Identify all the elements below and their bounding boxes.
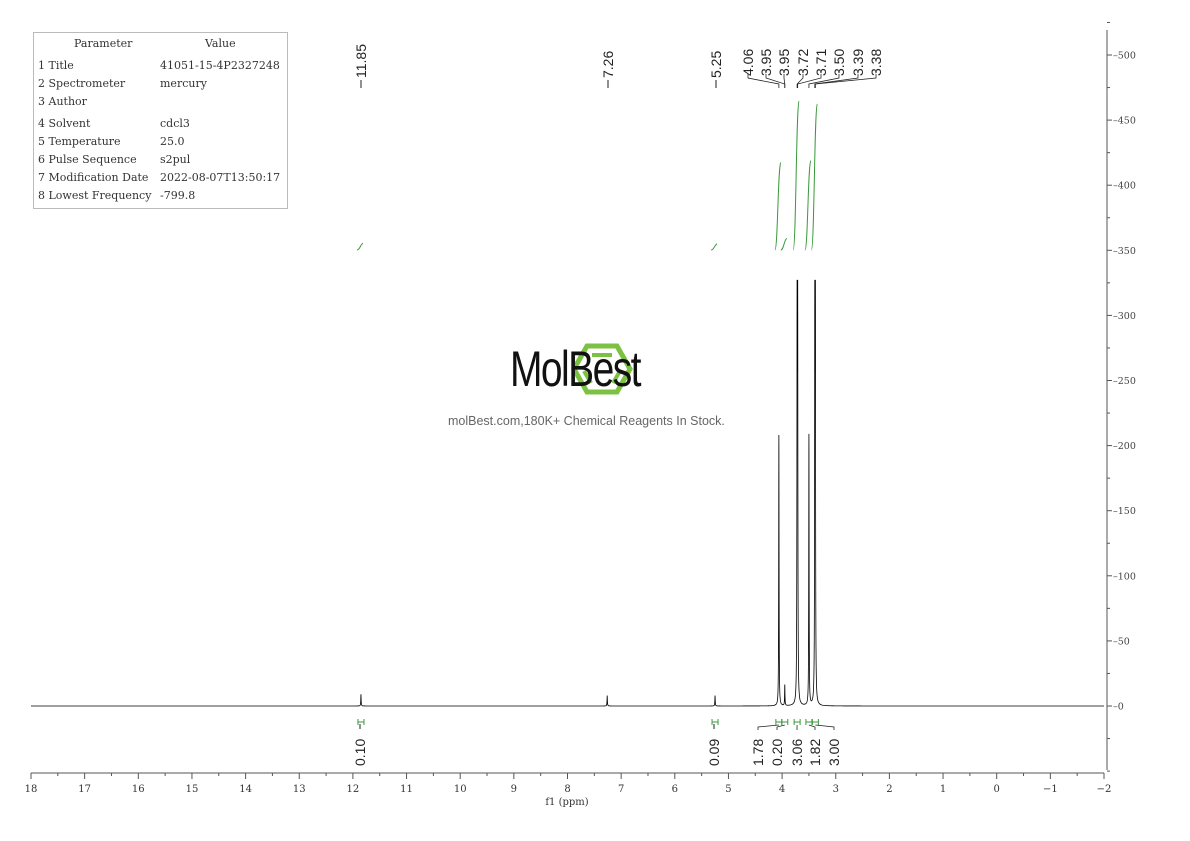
peak-label: 3.95 [776,49,792,76]
peak-label-connector [796,74,804,88]
peak-label-connector [783,74,786,88]
peak-label: 3.50 [831,49,847,76]
parameter-name: 3 Author [38,95,87,108]
integral-curve [780,237,788,251]
parameter-name: 4 Solvent [38,117,91,130]
peak-label: 4.06 [740,49,756,76]
parameter-table: Parameter Value 1 Title 41051-15-4P232724… [33,32,288,209]
peak-label-connector [797,74,822,88]
x-tick-label: −1 [1043,784,1058,795]
integral-label: 1.82 [807,739,823,766]
peak-label: 3.38 [868,49,884,76]
integral-bracket [805,719,813,725]
integral-bracket [811,719,819,725]
x-tick-label: 17 [78,784,91,795]
y-tick-label: –50 [1113,636,1130,647]
peak-label-connector [808,74,840,88]
x-tick-label: 9 [511,784,517,795]
y-tick-label: –0 [1113,702,1124,713]
parameter-value: 41051-15-4P2327248 [160,59,280,72]
table-header-value: Value [205,37,236,50]
y-tick-label: –450 [1113,116,1136,127]
x-tick-label: −2 [1097,784,1112,795]
integral-curve [774,162,782,251]
integral-curve [804,160,812,251]
molbest-logo-icon [571,343,633,395]
spectrum-line [31,279,1104,707]
x-tick-label: 6 [672,784,678,795]
parameter-value: 2022-08-07T13:50:17 [160,171,281,184]
integral-bracket [711,719,719,725]
integral-label: 0.09 [706,739,722,766]
x-tick-label: 4 [779,784,785,795]
x-tick-label: 10 [454,784,467,795]
peak-label-connector [814,74,877,88]
peak-label-connector [814,74,859,88]
x-tick-label: 16 [132,784,145,795]
y-tick-label: –300 [1113,311,1136,322]
integral-label-connector [776,724,785,730]
integral-bracket [775,719,783,725]
watermark-tagline: molBest.com,180K+ Chemical Reagents In S… [448,414,725,428]
parameter-name: 5 Temperature [38,135,121,148]
peak-label: 3.39 [850,49,866,76]
x-tick-label: 13 [293,784,306,795]
integral-label: 0.20 [769,739,785,766]
parameter-name: 7 Modification Date [38,171,149,184]
table-header-parameter: Parameter [74,37,133,50]
integral-label: 3.06 [789,739,805,766]
peak-label: 3.71 [813,49,829,76]
integral-label: 3.00 [826,739,842,766]
x-tick-label: 0 [994,784,1000,795]
peak-label-connector [747,74,780,88]
integral-bracket [357,719,365,725]
x-tick-label: 8 [564,784,570,795]
parameter-value: 25.0 [160,135,185,148]
integral-curve [792,100,800,251]
x-tick-label: 5 [725,784,731,795]
integral-curve [810,103,818,251]
y-tick-label: –150 [1113,506,1136,517]
y-tick-label: –200 [1113,441,1136,452]
x-tick-label: 12 [347,784,360,795]
parameter-name: 2 Spectrometer [38,77,126,90]
parameter-value: s2pul [160,153,191,166]
peak-label: 5.25 [708,51,724,78]
y-tick-label: –500 [1113,51,1136,62]
integral-label-connector [815,724,835,730]
y-tick-label: –400 [1113,181,1136,192]
watermark-brand: MolBest [510,341,642,397]
integral-label-connector [808,724,816,730]
x-tick-label: 11 [400,784,413,795]
peak-label: 3.95 [758,49,774,76]
integral-label: 1.78 [750,739,766,766]
x-tick-label: 15 [186,784,199,795]
peak-label: 3.72 [795,49,811,76]
integral-curve [356,242,364,251]
y-tick-label: –250 [1113,376,1136,387]
parameter-name: 6 Pulse Sequence [38,153,137,166]
y-tick-label: –100 [1113,571,1136,582]
peak-label: 11.85 [353,44,369,78]
x-tick-label: 18 [25,784,38,795]
integral-label: 0.10 [352,739,368,766]
x-tick-label: 3 [833,784,839,795]
x-tick-label: 1 [940,784,946,795]
peak-label: 7.26 [600,51,616,78]
parameter-value: cdcl3 [160,117,190,130]
x-tick-label: 2 [886,784,892,795]
x-axis-label: f1 (ppm) [545,797,588,808]
parameter-name: 1 Title [38,59,74,72]
x-tick-label: 7 [618,784,624,795]
integral-bracket [793,719,801,725]
integral-bracket [781,719,789,725]
y-tick-label: –350 [1113,246,1136,257]
integral-label-connector [757,724,779,730]
x-tick-label: 14 [239,784,252,795]
integral-curve [710,243,718,251]
parameter-value: mercury [160,77,207,90]
parameter-value: -799.8 [160,189,196,202]
parameter-name: 8 Lowest Frequency [38,189,152,202]
